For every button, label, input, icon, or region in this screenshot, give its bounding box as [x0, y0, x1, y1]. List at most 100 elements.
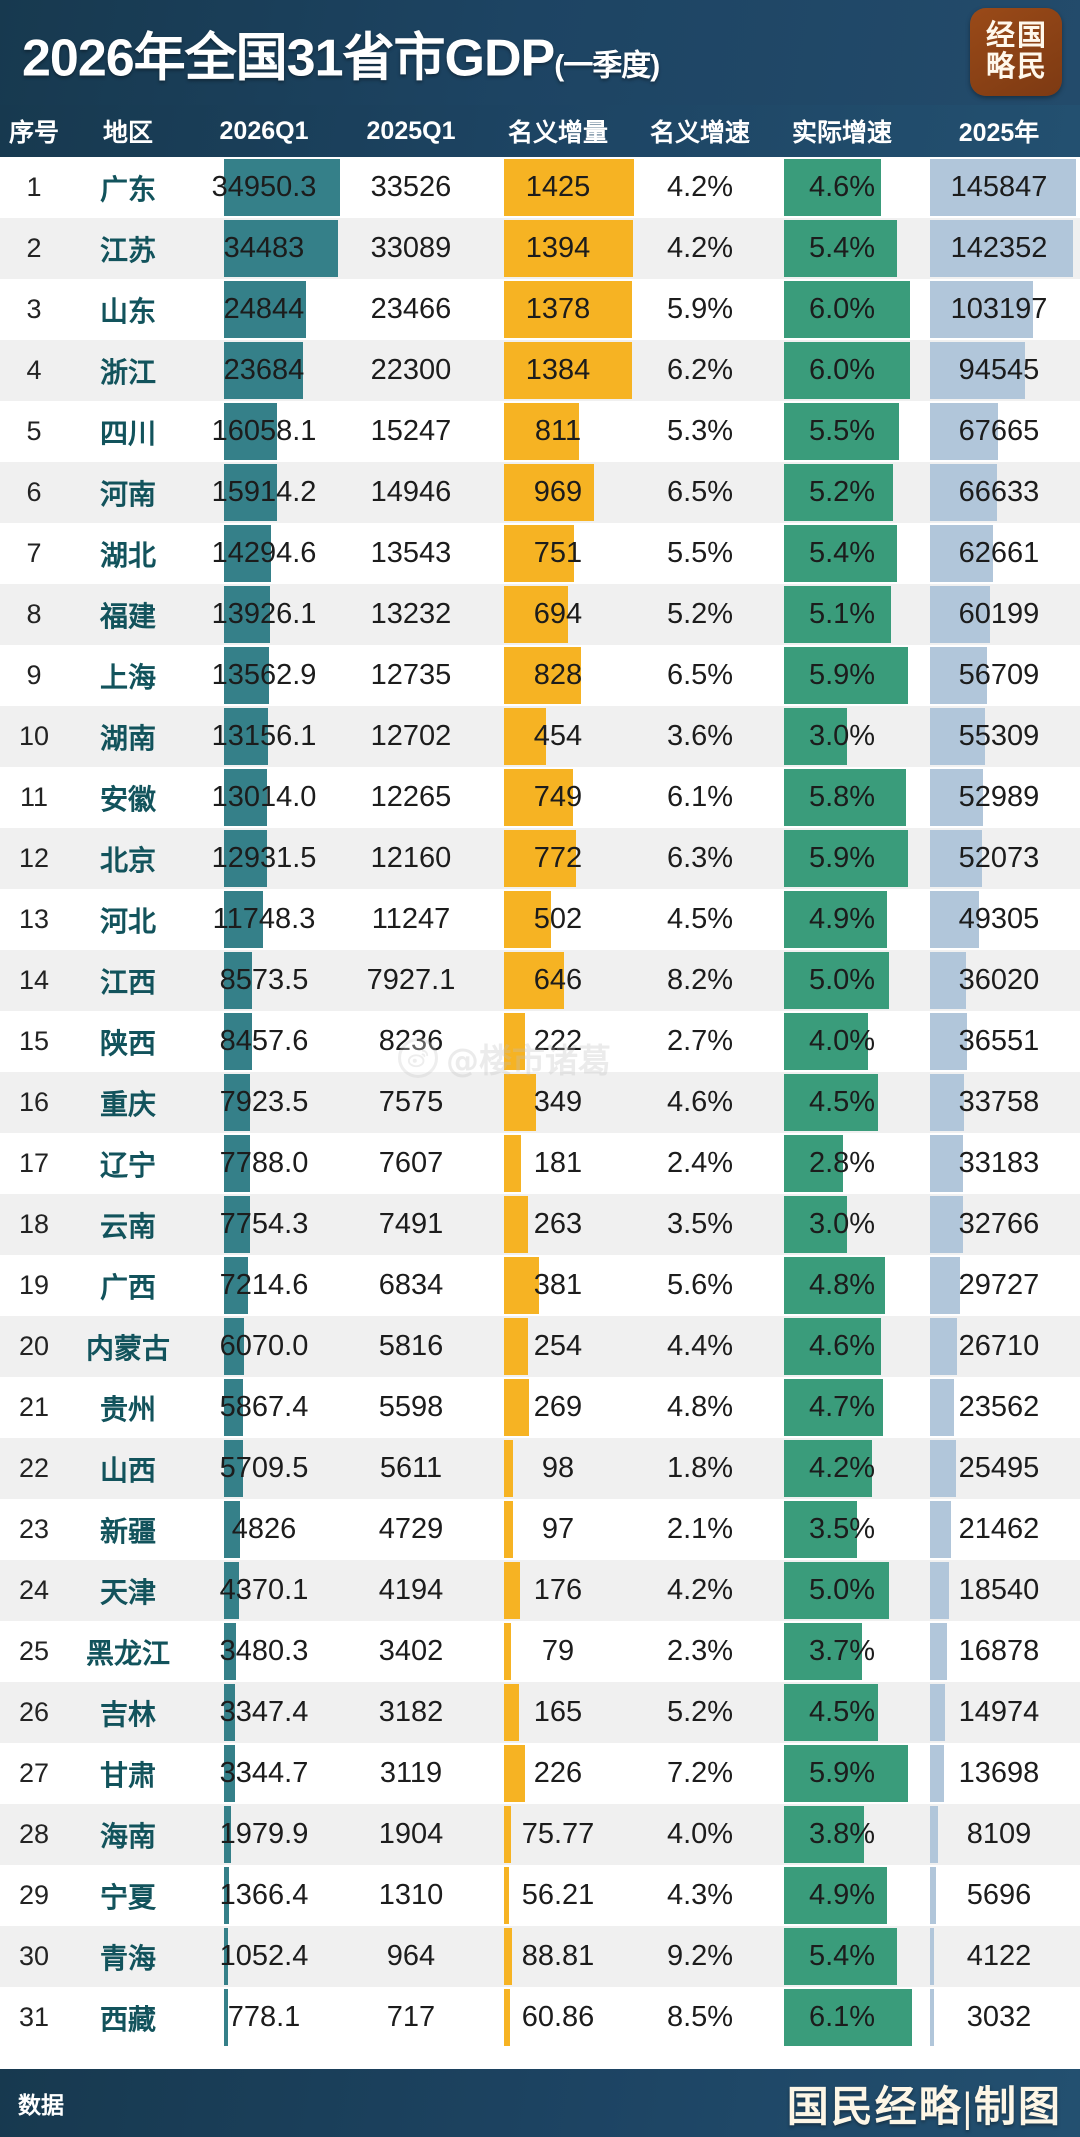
- cell-index: 28: [18, 1819, 50, 1849]
- table-row[interactable]: 23 新疆 4826 4729 97 2.1% 3.5% 21462: [0, 1499, 1080, 1560]
- bar-nominal-increment: [504, 1501, 513, 1558]
- table-row[interactable]: 21 贵州 5867.4 5598 269 4.8% 4.7% 23562: [0, 1377, 1080, 1438]
- table-row[interactable]: 17 辽宁 7788.0 7607 181 2.4% 2.8% 33183: [0, 1133, 1080, 1194]
- cell-real-rate: 3.7%: [766, 1621, 918, 1682]
- bar-q1-2026: [224, 1806, 231, 1863]
- table-row[interactable]: 25 黑龙江 3480.3 3402 79 2.3% 3.7% 16878: [0, 1621, 1080, 1682]
- bar-nominal-increment: [504, 1074, 537, 1131]
- cell-year-2025: 52989: [918, 767, 1080, 828]
- cell-index: 5: [26, 416, 42, 446]
- cell-nominal-rate: 4.2%: [666, 232, 734, 264]
- table-row[interactable]: 6 河南 15914.2 14946 969 6.5% 5.2% 66633: [0, 462, 1080, 523]
- bar-q1-2026: [224, 1379, 244, 1436]
- cell-year-2025: 56709: [918, 645, 1080, 706]
- cell-real-rate: 5.4%: [766, 523, 918, 584]
- cell-q1-2026: 5709.5: [188, 1438, 340, 1499]
- cell-q1-2025: 7927.1: [366, 964, 456, 996]
- cell-index: 3: [26, 294, 42, 324]
- table-row[interactable]: 29 宁夏 1366.4 1310 56.21 4.3% 4.9% 5696: [0, 1865, 1080, 1926]
- bar-year-2025: [930, 1745, 944, 1802]
- table-row[interactable]: 9 上海 13562.9 12735 828 6.5% 5.9% 56709: [0, 645, 1080, 706]
- cell-year-2025: 25495: [918, 1438, 1080, 1499]
- bar-nominal-increment: [504, 220, 634, 277]
- cell-nominal-increment: 751: [482, 523, 634, 584]
- cell-q1-2025: 12265: [370, 781, 452, 813]
- table-row[interactable]: 10 湖南 13156.1 12702 454 3.6% 3.0% 55309: [0, 706, 1080, 767]
- table-row[interactable]: 26 吉林 3347.4 3182 165 5.2% 4.5% 14974: [0, 1682, 1080, 1743]
- bar-q1-2026: [224, 220, 339, 277]
- cell-nominal-rate: 5.2%: [666, 1696, 734, 1728]
- cell-real-rate: 6.0%: [766, 279, 918, 340]
- table-row[interactable]: 18 云南 7754.3 7491 263 3.5% 3.0% 32766: [0, 1194, 1080, 1255]
- cell-q1-2025: 12735: [370, 659, 452, 691]
- table-row[interactable]: 19 广西 7214.6 6834 381 5.6% 4.8% 29727: [0, 1255, 1080, 1316]
- table-row[interactable]: 12 北京 12931.5 12160 772 6.3% 5.9% 52073: [0, 828, 1080, 889]
- table-row[interactable]: 2 江苏 34483 33089 1394 4.2% 5.4% 142352: [0, 218, 1080, 279]
- table-row[interactable]: 4 浙江 23684 22300 1384 6.2% 6.0% 94545: [0, 340, 1080, 401]
- table-row[interactable]: 22 山西 5709.5 5611 98 1.8% 4.2% 25495: [0, 1438, 1080, 1499]
- cell-region: 新疆: [99, 1515, 156, 1547]
- logo-column-right: 国 民: [1017, 20, 1046, 84]
- cell-index: 26: [18, 1697, 50, 1727]
- cell-region: 陕西: [99, 1027, 156, 1059]
- table-row[interactable]: 13 河北 11748.3 11247 502 4.5% 4.9% 49305: [0, 889, 1080, 950]
- cell-year-2025: 49305: [918, 889, 1080, 950]
- cell-year-2025: 4122: [918, 1926, 1080, 1987]
- table-row[interactable]: 5 四川 16058.1 15247 811 5.3% 5.5% 67665: [0, 401, 1080, 462]
- bar-nominal-increment: [504, 464, 594, 521]
- table-row[interactable]: 3 山东 24844 23466 1378 5.9% 6.0% 103197: [0, 279, 1080, 340]
- table-row[interactable]: 8 福建 13926.1 13232 694 5.2% 5.1% 60199: [0, 584, 1080, 645]
- cell-nominal-increment: 694: [482, 584, 634, 645]
- table-row[interactable]: 1 广东 34950.3 33526 1425 4.2% 4.6% 145847: [0, 157, 1080, 218]
- bar-nominal-increment: [504, 647, 581, 704]
- cell-real-rate: 3.8%: [766, 1804, 918, 1865]
- bar-q1-2026: [224, 769, 268, 826]
- table-row[interactable]: 16 重庆 7923.5 7575 349 4.6% 4.5% 33758: [0, 1072, 1080, 1133]
- cell-nominal-rate: 4.8%: [666, 1391, 734, 1423]
- table-row[interactable]: 30 青海 1052.4 964 88.81 9.2% 5.4% 4122: [0, 1926, 1080, 1987]
- cell-real-rate: 6.0%: [766, 340, 918, 401]
- table-row[interactable]: 24 天津 4370.1 4194 176 4.2% 5.0% 18540: [0, 1560, 1080, 1621]
- table-row[interactable]: 27 甘肃 3344.7 3119 226 7.2% 5.9% 13698: [0, 1743, 1080, 1804]
- cell-real-rate: 2.8%: [766, 1133, 918, 1194]
- bar-q1-2026: [224, 464, 277, 521]
- bar-real-rate: [784, 1013, 868, 1070]
- table-row[interactable]: 31 西藏 778.1 717 60.86 8.5% 6.1% 3032: [0, 1987, 1080, 2048]
- table-row[interactable]: 7 湖北 14294.6 13543 751 5.5% 5.4% 62661: [0, 523, 1080, 584]
- table-row[interactable]: 28 海南 1979.9 1904 75.77 4.0% 3.8% 8109: [0, 1804, 1080, 1865]
- cell-q1-2026: 3480.3: [188, 1621, 340, 1682]
- cell-real-rate: 6.1%: [766, 1987, 918, 2048]
- cell-region: 江苏: [99, 234, 156, 266]
- cell-index: 21: [18, 1392, 50, 1422]
- bar-real-rate: [784, 1257, 885, 1314]
- cell-q1-2025: 11247: [371, 903, 451, 935]
- cell-nominal-increment: 222: [482, 1011, 634, 1072]
- cell-q1-2025: 13543: [370, 537, 452, 569]
- cell-nominal-rate: 2.7%: [666, 1025, 734, 1057]
- bar-nominal-increment: [504, 281, 632, 338]
- logo-char-jing: 经: [985, 19, 1015, 52]
- cell-q1-2026: 1979.9: [188, 1804, 340, 1865]
- cell-q1-2025: 8236: [378, 1025, 444, 1057]
- cell-q1-2025: 3119: [379, 1757, 443, 1789]
- cell-real-rate: 5.4%: [766, 218, 918, 279]
- table-row[interactable]: 15 陕西 8457.6 8236 222 2.7% 4.0% 36551: [0, 1011, 1080, 1072]
- cell-region: 海南: [99, 1820, 156, 1852]
- table-row[interactable]: 11 安徽 13014.0 12265 749 6.1% 5.8% 52989: [0, 767, 1080, 828]
- bar-real-rate: [784, 1379, 883, 1436]
- bar-year-2025: [930, 1623, 947, 1680]
- cell-q1-2025: 1904: [378, 1818, 444, 1850]
- cell-real-rate: 5.4%: [766, 1926, 918, 1987]
- bar-year-2025: [930, 159, 1076, 216]
- table-row[interactable]: 14 江西 8573.5 7927.1 646 8.2% 5.0% 36020: [0, 950, 1080, 1011]
- cell-q1-2025: 13232: [370, 598, 452, 630]
- bar-real-rate: [784, 769, 906, 826]
- bar-q1-2026: [224, 1257, 248, 1314]
- cell-q1-2025: 15247: [370, 415, 452, 447]
- table-row[interactable]: 20 内蒙古 6070.0 5816 254 4.4% 4.6% 26710: [0, 1316, 1080, 1377]
- cell-real-rate: 4.9%: [766, 889, 918, 950]
- cell-year-2025: 18540: [918, 1560, 1080, 1621]
- bar-year-2025: [930, 1806, 939, 1863]
- bar-q1-2026: [224, 1684, 236, 1741]
- bar-nominal-increment: [504, 1867, 510, 1924]
